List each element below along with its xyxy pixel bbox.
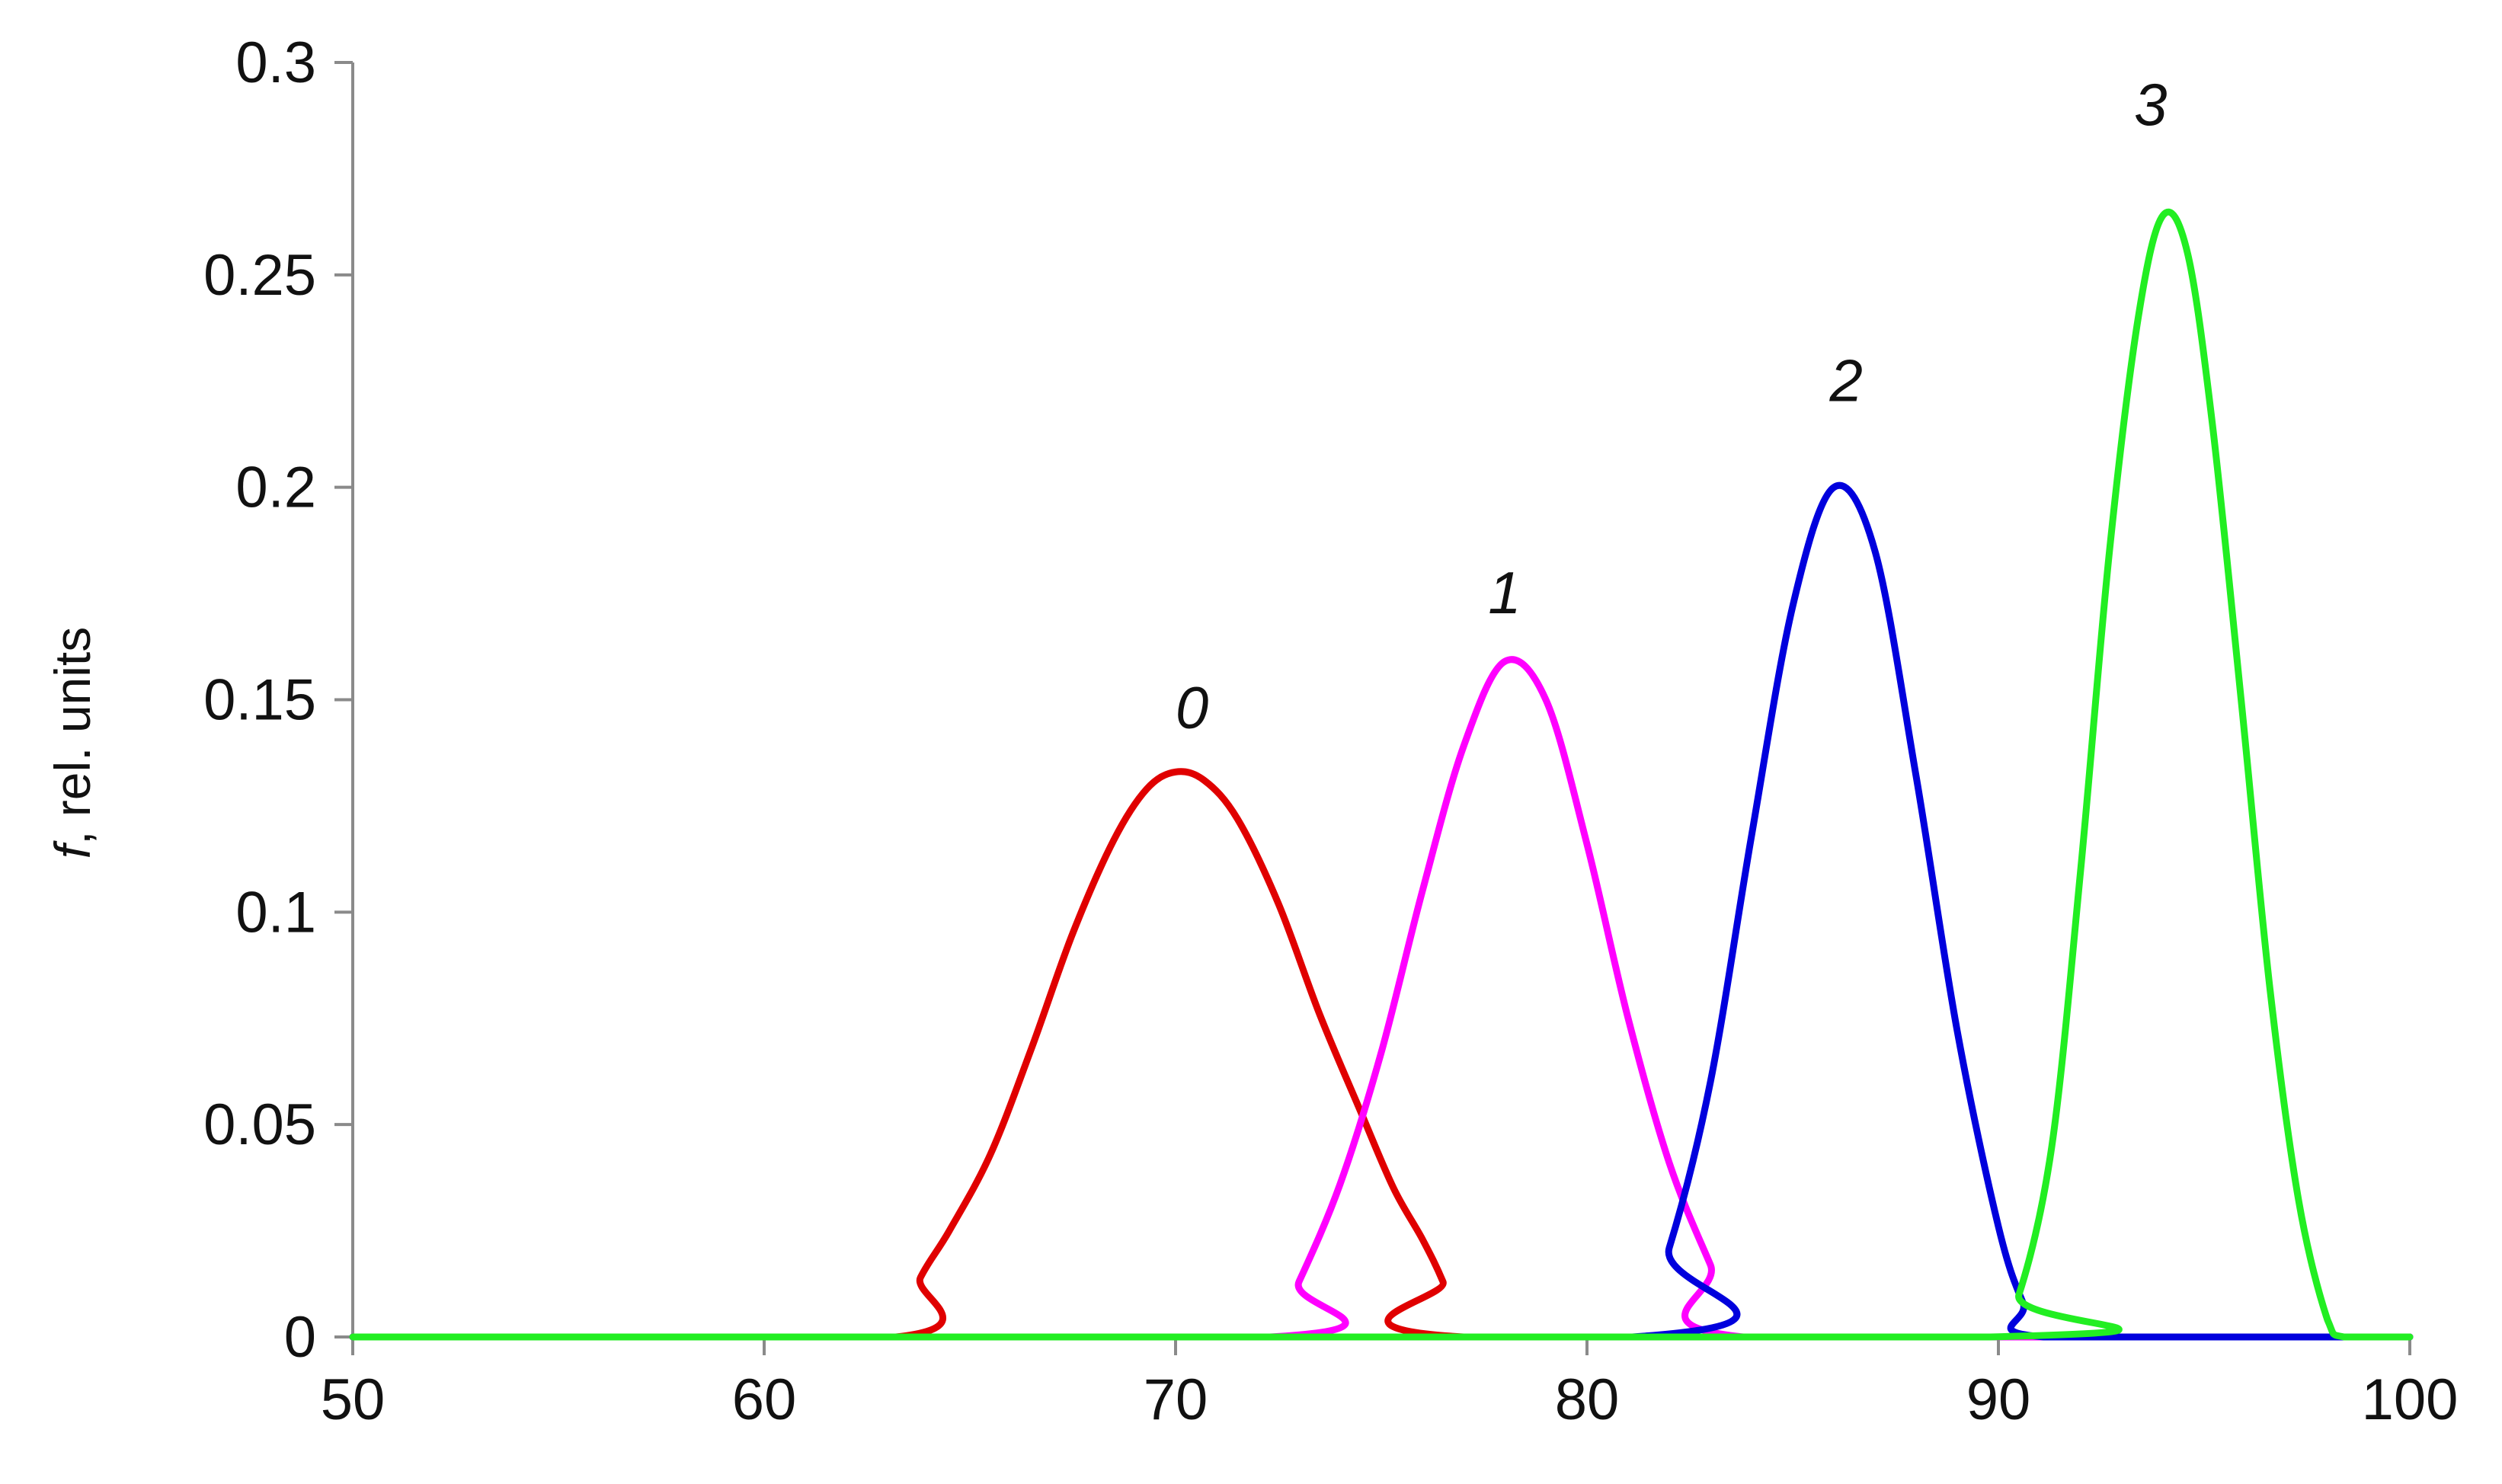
x-tick-label: 70 [1144, 1367, 1208, 1432]
series-label-0: 0 [1176, 674, 1208, 741]
series-labels: 0 1 2 3 [1176, 71, 2168, 741]
x-tick-label: 80 [1555, 1367, 1620, 1432]
series-label-2: 2 [1829, 347, 1863, 414]
y-tick-label: 0.25 [203, 243, 316, 308]
series-line-0 [349, 768, 2414, 1341]
y-tick-label: 0.05 [203, 1092, 316, 1157]
y-tick-label: 0.15 [203, 668, 316, 733]
axes: 0 0.05 0.1 0.15 0.2 0.25 0.3 50 60 70 80 90 100 [203, 30, 2458, 1432]
y-axis-title-rest: , rel. units [44, 627, 101, 845]
y-tick-label: 0.1 [235, 880, 316, 945]
series-line-3 [349, 208, 2414, 1341]
x-tick-label: 90 [1966, 1367, 2031, 1432]
x-tick-label: 50 [321, 1367, 386, 1432]
series-line-1 [349, 656, 2414, 1341]
series-layer [349, 208, 2414, 1341]
y-tick-label: 0.2 [235, 456, 316, 520]
x-tick-label: 60 [732, 1367, 797, 1432]
x-tick-label: 100 [2362, 1367, 2459, 1432]
y-axis-title: f, rel. units [44, 627, 101, 859]
series-label-1: 1 [1488, 559, 1521, 626]
y-tick-label: 0 [284, 1305, 316, 1370]
y-tick-label: 0.3 [235, 30, 316, 95]
series-label-3: 3 [2134, 71, 2167, 138]
